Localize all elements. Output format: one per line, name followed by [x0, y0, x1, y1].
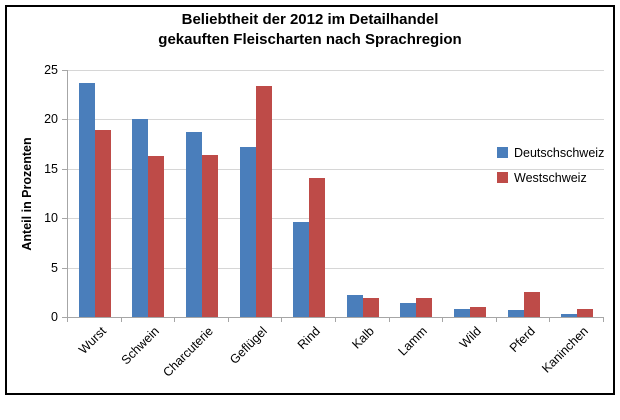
bar-deutschschweiz-kaninchen: [561, 314, 578, 317]
bar-deutschschweiz-gefluegel: [239, 147, 256, 317]
bar-deutschschweiz-pferd: [507, 310, 524, 317]
x-tick-mark: [67, 318, 68, 322]
y-tick-label: 0: [51, 310, 58, 324]
bar-westschweiz-wurst: [94, 130, 111, 317]
chart-border: [5, 5, 615, 395]
x-tick-mark: [495, 318, 497, 322]
x-tick-mark: [603, 318, 604, 322]
bar-deutschschweiz-kalb: [346, 295, 363, 317]
y-tick-mark: [62, 119, 67, 121]
legend-item: Westschweiz: [497, 165, 604, 190]
gridline: [68, 267, 604, 269]
bar-deutschschweiz-schwein: [132, 119, 149, 317]
legend-label: Deutschschweiz: [514, 145, 605, 160]
gridline: [68, 168, 604, 170]
x-tick-mark: [174, 318, 176, 322]
bar-deutschschweiz-lamm: [400, 303, 417, 317]
bar-deutschschweiz-wild: [454, 309, 470, 317]
bar-westschweiz-kalb: [362, 298, 379, 317]
y-tick-mark: [62, 168, 67, 170]
legend: Deutschschweiz Westschweiz: [497, 140, 604, 190]
legend-item: Deutschschweiz: [497, 140, 604, 165]
bar-deutschschweiz-charcuterie: [186, 132, 202, 317]
gridline: [68, 70, 604, 71]
legend-swatch-deutschschweiz: [497, 147, 508, 158]
y-tick-mark: [62, 317, 67, 318]
bar-deutschschweiz-wurst: [78, 83, 95, 317]
bar-westschweiz-kaninchen: [577, 309, 594, 317]
x-tick-mark: [442, 318, 444, 322]
chart-title: Beliebtheit der 2012 im Detailhandel gek…: [158, 11, 462, 48]
legend-swatch-westschweiz: [497, 172, 508, 183]
x-axis-line: [67, 317, 604, 318]
bar-westschweiz-pferd: [523, 292, 540, 317]
x-tick-mark: [549, 318, 551, 322]
bar-westschweiz-lamm: [416, 298, 433, 317]
y-tick-label: 20: [44, 112, 58, 127]
x-tick-mark: [281, 318, 283, 322]
y-tick-label: 5: [51, 260, 58, 275]
y-axis-title: Anteil in Prozenten: [20, 137, 34, 251]
bar-westschweiz-schwein: [148, 156, 165, 317]
y-tick-label: 25: [44, 63, 58, 77]
gridline: [68, 218, 604, 220]
bar-deutschschweiz-rind: [293, 222, 310, 317]
bar-westschweiz-charcuterie: [202, 155, 218, 317]
legend-label: Westschweiz: [514, 170, 587, 185]
x-tick-mark: [335, 318, 336, 322]
x-tick-mark: [227, 318, 229, 322]
y-axis-line: [67, 70, 68, 318]
y-tick-mark: [62, 218, 67, 220]
bar-westschweiz-wild: [470, 307, 486, 317]
y-tick-label: 15: [44, 161, 58, 176]
x-tick-mark: [388, 318, 390, 322]
y-tick-label: 10: [44, 211, 58, 226]
gridline: [68, 119, 604, 121]
y-tick-mark: [62, 267, 67, 269]
bar-westschweiz-gefluegel: [255, 86, 272, 317]
bar-westschweiz-rind: [309, 178, 326, 317]
y-tick-mark: [62, 70, 67, 71]
x-tick-mark: [120, 318, 122, 322]
